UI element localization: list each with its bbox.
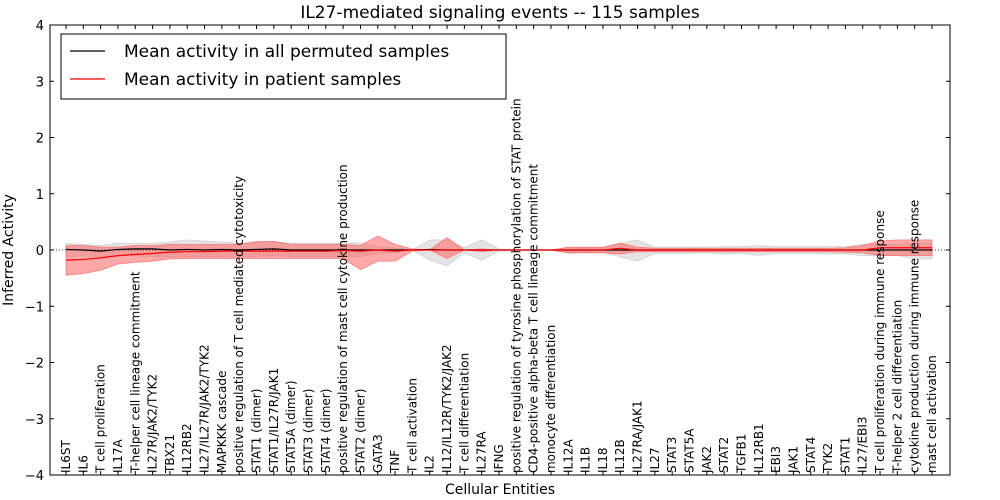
category-label: STAT3 bbox=[665, 437, 679, 473]
category-label: IL12RB1 bbox=[752, 423, 766, 473]
category-label: IL2 bbox=[423, 455, 437, 473]
legend-box bbox=[60, 33, 507, 100]
category-label: CD4-positive alpha-beta T cell lineage c… bbox=[527, 164, 541, 473]
confidence-bands bbox=[65, 235, 933, 276]
category-label: STAT2 (dimer) bbox=[353, 389, 367, 473]
series-lines bbox=[65, 247, 932, 261]
y-tick-label: −3 bbox=[25, 413, 44, 428]
category-label: STAT4 bbox=[804, 437, 818, 473]
category-label: STAT5A (dimer) bbox=[284, 380, 298, 473]
legend-label-patient: Mean activity in patient samples bbox=[124, 70, 401, 90]
category-label: positive regulation of mast cell cytokin… bbox=[336, 164, 350, 473]
category-label: T cell proliferation during immune respo… bbox=[873, 210, 887, 474]
category-labels: IL6ST IL6 T cell proliferation IL17A T-helpe… bbox=[59, 98, 939, 474]
category-label: IL6ST bbox=[59, 440, 73, 473]
category-label: IL17A bbox=[111, 439, 125, 473]
y-tick-label: 3 bbox=[36, 75, 44, 90]
y-tick-label: 4 bbox=[36, 19, 44, 34]
category-label: IL1B bbox=[579, 447, 593, 473]
y-tick-label: −1 bbox=[25, 300, 44, 315]
category-label: positive regulation of tyrosine phosphor… bbox=[509, 98, 523, 473]
category-label: IFNG bbox=[492, 444, 506, 473]
category-label: STAT5A bbox=[683, 428, 697, 473]
category-label: IL27RA bbox=[475, 431, 489, 473]
chart-title: IL27-mediated signaling events -- 115 sa… bbox=[300, 3, 700, 23]
category-label: T cell proliferation bbox=[94, 364, 108, 474]
series-line-patient bbox=[65, 247, 932, 261]
category-label: monocyte differentiation bbox=[544, 325, 558, 473]
category-label: positive regulation of T cell mediated c… bbox=[232, 176, 246, 473]
y-tick-label: −2 bbox=[25, 357, 44, 372]
category-label: JAK2 bbox=[700, 446, 714, 474]
category-label: STAT1 (dimer) bbox=[250, 389, 264, 473]
category-label: IL12/IL12R/TYK2/JAK2 bbox=[440, 344, 454, 473]
category-label: mast cell activation bbox=[925, 355, 939, 473]
category-label: T-helper cell lineage commitment bbox=[128, 271, 142, 474]
category-label: IL27RA/JAK1 bbox=[631, 400, 645, 473]
category-label: IL12B bbox=[613, 439, 627, 473]
y-tick-label: 2 bbox=[36, 132, 44, 147]
category-label: STAT4 (dimer) bbox=[319, 389, 333, 473]
category-label: IL27/EBI3 bbox=[856, 416, 870, 473]
y-tick-label: 1 bbox=[36, 188, 44, 203]
category-label: IL27 bbox=[648, 448, 662, 474]
category-label: IL18 bbox=[596, 448, 610, 474]
category-label: STAT3 (dimer) bbox=[301, 389, 315, 473]
x-axis-label: Cellular Entities bbox=[445, 482, 555, 498]
legend-label-permuted: Mean activity in all permuted samples bbox=[124, 42, 449, 62]
category-label: IL27R/JAK2/TYK2 bbox=[146, 374, 160, 473]
category-label: STAT1 bbox=[838, 437, 852, 473]
category-label: T cell differentiation bbox=[457, 353, 471, 474]
category-label: T cell activation bbox=[405, 378, 419, 474]
category-label: IL12A bbox=[561, 439, 575, 473]
category-label: T-helper 2 cell differentiation bbox=[890, 300, 904, 474]
category-label: cytokine production during immune respon… bbox=[908, 200, 922, 473]
category-label: JAK1 bbox=[786, 446, 800, 474]
category-label: STAT2 bbox=[717, 437, 731, 473]
category-label: GATA3 bbox=[371, 434, 385, 473]
legend: Mean activity in all permuted samples Me… bbox=[60, 33, 507, 100]
category-label: IL27/IL27R/JAK2/TYK2 bbox=[198, 344, 212, 473]
band-patient bbox=[65, 235, 933, 276]
x-axis-ticks bbox=[65, 25, 933, 475]
category-label: TYK2 bbox=[821, 443, 835, 474]
category-label: MAPKKK cascade bbox=[215, 371, 229, 473]
category-label: EBI3 bbox=[769, 446, 783, 473]
category-label: IL6 bbox=[76, 455, 90, 473]
y-tick-label: 0 bbox=[36, 244, 44, 259]
category-label: TGFB1 bbox=[734, 434, 748, 474]
category-label: TBX21 bbox=[163, 434, 177, 474]
category-label: TNF bbox=[388, 450, 402, 474]
category-label: IL12RB2 bbox=[180, 423, 194, 473]
category-label: STAT1/IL27R/JAK1 bbox=[267, 368, 281, 473]
y-tick-label: −4 bbox=[25, 469, 44, 484]
y-axis-ticks: −4 −3 −2 −1 0 1 2 3 4 bbox=[25, 19, 950, 484]
y-axis-label: Inferred Activity bbox=[1, 194, 17, 306]
